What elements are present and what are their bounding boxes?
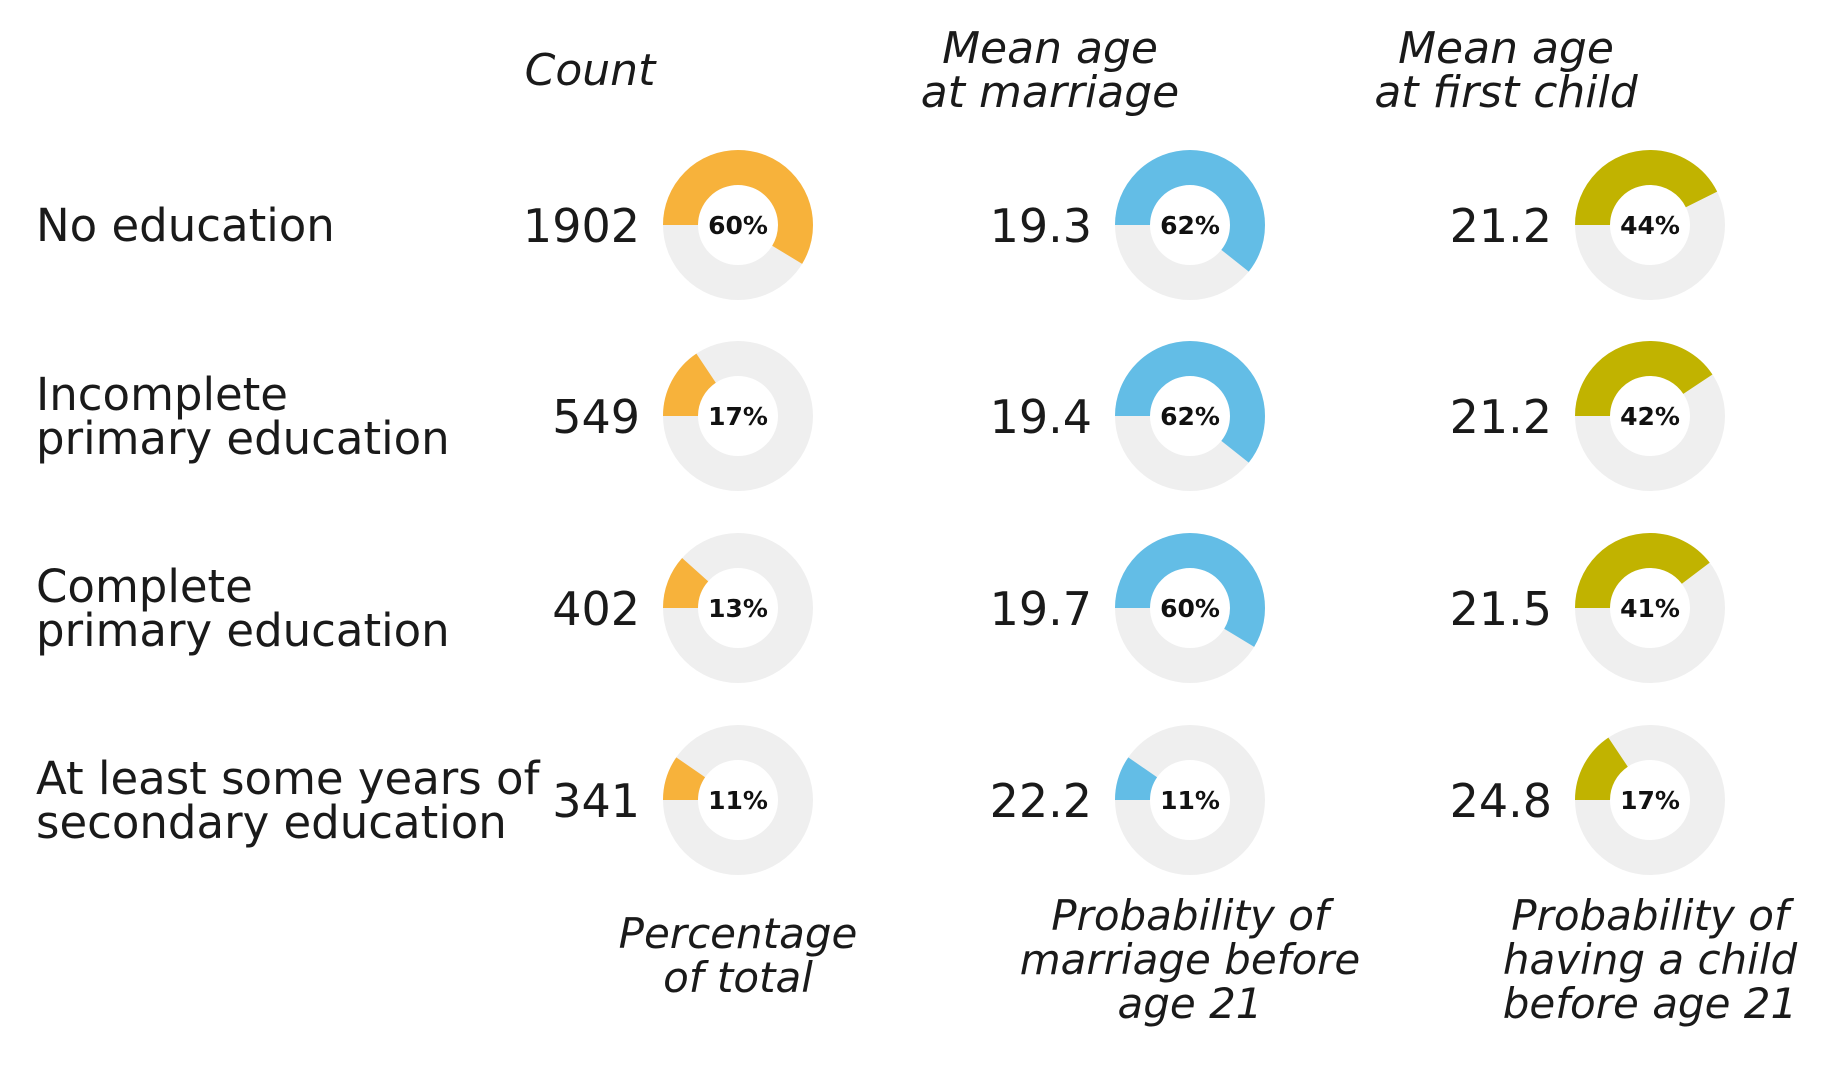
footer-probability-child-line-3: before age 21: [1503, 979, 1797, 1028]
header-mean-age-marriage-line-1: Mean age: [942, 23, 1158, 74]
footer-percentage-of-total-line-1: Percentage: [619, 909, 858, 958]
row-3-label-line-2: primary education: [36, 604, 450, 657]
row-4-donut-probability-marriage-arc: [1115, 725, 1265, 875]
row-2-mean-age-first-child: 21.2: [1450, 390, 1552, 444]
footer-percentage-of-total-line-2: of total: [663, 953, 813, 1002]
row-1-label-line-1: No education: [36, 199, 335, 252]
row-2-label-line-2: primary education: [36, 412, 450, 465]
footer-probability-marriage-line-3: age 21: [1117, 979, 1262, 1028]
row-4-donut-probability-child-arc: [1575, 725, 1725, 875]
row-4-donut-percentage-total-label: 11%: [708, 786, 768, 815]
row-1-count: 1902: [523, 199, 640, 253]
row-1-donut-probability-marriage-arc: [1115, 150, 1265, 300]
row-3-mean-age-marriage: 19.7: [990, 582, 1092, 636]
row-3-label-line-1: Complete: [36, 560, 253, 613]
header-mean-age-marriage-line-2: at marriage: [921, 67, 1179, 118]
footer-probability-child-line-2: having a child: [1503, 935, 1798, 984]
header-mean-age-first-child-line-2: at first child: [1374, 67, 1638, 118]
row-3-donut-percentage-total-label: 13%: [708, 594, 768, 623]
row-4-donut-probability-marriage-label: 11%: [1160, 786, 1220, 815]
row-1-mean-age-first-child: 21.2: [1450, 199, 1552, 253]
row-2-mean-age-marriage: 19.4: [990, 390, 1092, 444]
row-2-donut-probability-child-label: 42%: [1620, 402, 1680, 431]
row-2-count: 549: [552, 390, 640, 444]
row-4-mean-age-marriage: 22.2: [990, 774, 1092, 828]
row-4-label-line-1: At least some years of: [36, 752, 541, 805]
row-1-donut-percentage-total-label: 60%: [708, 211, 768, 240]
row-4-count: 341: [552, 774, 640, 828]
row-1-donut-probability-child-label: 44%: [1620, 211, 1680, 240]
row-1-donut-probability-child-arc: [1575, 150, 1725, 300]
footer-probability-marriage-line-1: Probability of: [1051, 891, 1335, 940]
row-2-donut-probability-marriage-label: 62%: [1160, 402, 1220, 431]
row-1-donut-percentage-total-arc: [663, 150, 813, 300]
row-1-donut-probability-marriage-label: 62%: [1160, 211, 1220, 240]
row-2-donut-percentage-total-arc: [663, 341, 813, 491]
row-2-donut-probability-marriage-arc: [1115, 341, 1265, 491]
row-4-donut-probability-child-label: 17%: [1620, 786, 1680, 815]
row-3-donut-percentage-total-arc: [663, 533, 813, 683]
row-4-label-line-2: secondary education: [36, 796, 507, 849]
row-3-mean-age-first-child: 21.5: [1450, 582, 1552, 636]
row-2-label-line-1: Incomplete: [36, 368, 288, 421]
row-1-mean-age-marriage: 19.3: [990, 199, 1092, 253]
row-3-donut-probability-marriage-label: 60%: [1160, 594, 1220, 623]
row-3-count: 402: [552, 582, 640, 636]
footer-probability-child-line-1: Probability of: [1511, 891, 1795, 940]
header-count: Count: [525, 45, 657, 96]
row-4-donut-percentage-total-arc: [663, 725, 813, 875]
row-3-donut-probability-child-label: 41%: [1620, 594, 1680, 623]
footer-probability-marriage-line-2: marriage before: [1020, 935, 1361, 984]
row-2-donut-probability-child-arc: [1575, 341, 1725, 491]
row-3-donut-probability-child-arc: [1575, 533, 1725, 683]
row-2-donut-percentage-total-label: 17%: [708, 402, 768, 431]
row-3-donut-probability-marriage-arc: [1115, 533, 1265, 683]
row-4-mean-age-first-child: 24.8: [1450, 774, 1552, 828]
header-mean-age-first-child-line-1: Mean age: [1398, 23, 1614, 74]
